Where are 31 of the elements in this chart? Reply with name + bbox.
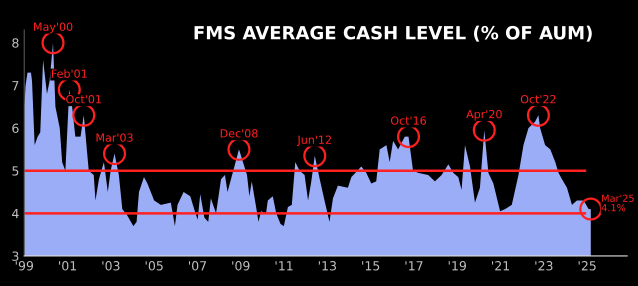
y-tick-label: 4: [12, 208, 19, 218]
x-tick-label: '09: [232, 261, 250, 271]
x-tick-label: '11: [276, 261, 293, 270]
annotation: Apr'20: [466, 110, 502, 120]
annotation: Mar'03: [96, 133, 133, 142]
chart-title: FMS AVERAGE CASH LEVEL (% OF AUM): [194, 26, 592, 42]
x-tick-label: '99: [16, 261, 34, 271]
y-tick-label: 8: [12, 38, 19, 48]
x-tick-label: '13: [318, 261, 336, 271]
x-tick-label: '25: [578, 261, 596, 271]
y-tick-label: 3: [12, 251, 18, 261]
x-tick-label: '23: [535, 261, 552, 271]
y-tick-label: 7: [12, 81, 18, 90]
x-tick-label: '19: [448, 261, 466, 271]
annotation: Dec'08: [220, 129, 258, 138]
x-tick-label: '05: [146, 261, 163, 271]
y-tick-label: 6: [12, 124, 19, 134]
x-tick-label: '15: [362, 261, 380, 271]
annotation: Mar'25 4.1%: [602, 194, 634, 212]
annotation: Oct'01: [66, 95, 101, 104]
annotation: Oct'16: [390, 116, 426, 125]
x-tick-label: '01: [59, 261, 76, 271]
x-tick-label: '17: [405, 261, 423, 270]
x-tick-label: '07: [188, 261, 206, 271]
annotation: Oct'22: [520, 95, 556, 104]
x-tick-label: '21: [492, 261, 510, 270]
x-tick-label: '03: [102, 261, 120, 271]
annotation: May'00: [34, 22, 72, 34]
annotation: Jun'12: [296, 136, 331, 146]
y-tick-label: 5: [12, 166, 18, 176]
annotation: Feb'01: [52, 69, 87, 78]
